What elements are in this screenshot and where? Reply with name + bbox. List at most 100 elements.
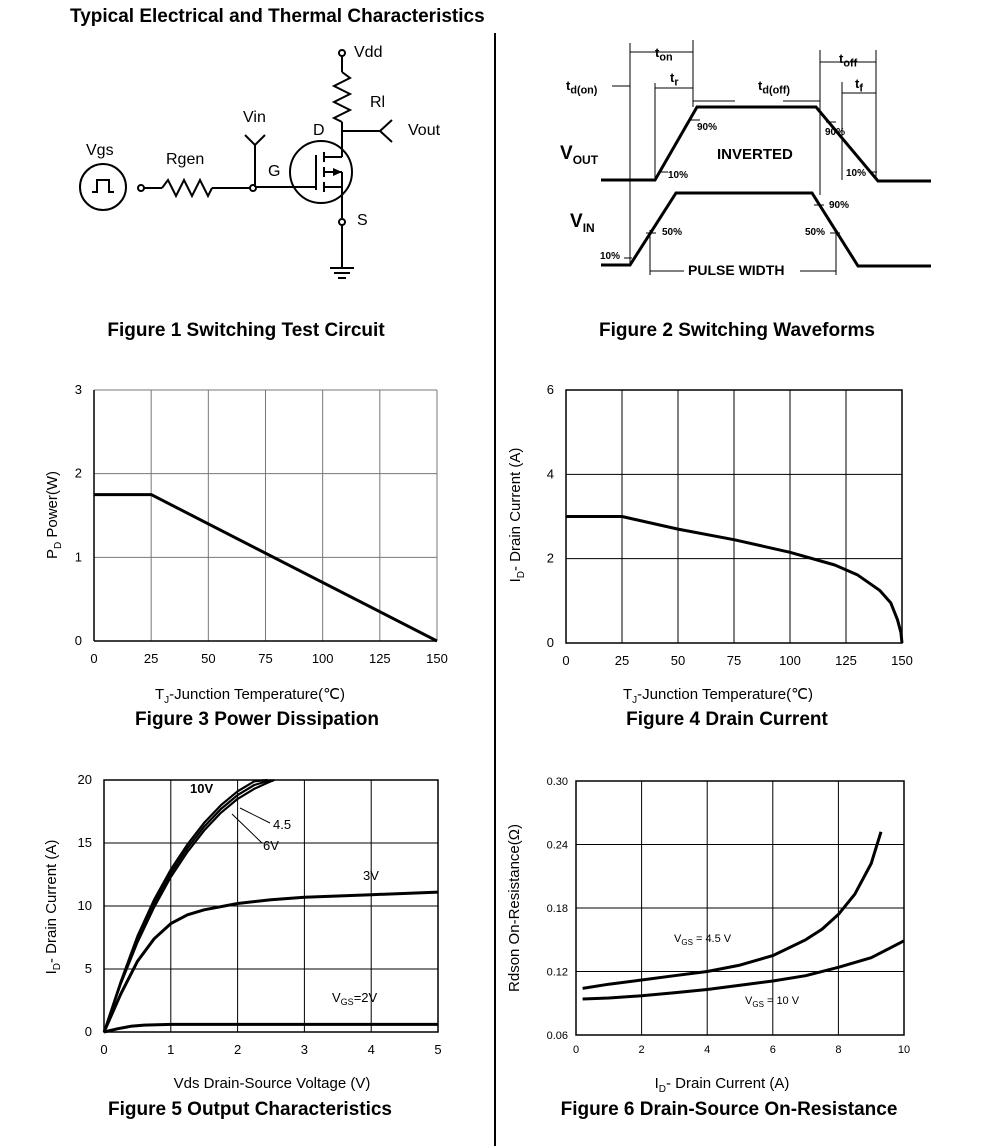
pct-50-rise: 50%	[662, 227, 683, 238]
fig5-series-line	[102, 890, 439, 1033]
fig5-series-line	[102, 778, 268, 1033]
fig5-series-line	[102, 778, 272, 1033]
fig3-xtick-label: 125	[369, 651, 391, 666]
vdd-label: Vdd	[354, 44, 383, 61]
pct-90-rise: 90%	[697, 122, 718, 133]
vin-wave-label: VIN	[570, 211, 595, 235]
tdoff-label: td(off)	[758, 78, 790, 97]
fig6-ytick-label: 0.24	[547, 840, 568, 852]
fig5-ylabel: ID- Drain Current (A)	[43, 840, 63, 975]
fig4-ytick-label: 6	[547, 382, 554, 397]
fig6-ytick-label: 0.06	[547, 1030, 568, 1042]
fig6-series-label: VGS = 10 V	[745, 995, 800, 1009]
drain-label: D	[313, 122, 325, 139]
fig3-xtick-label: 0	[90, 651, 97, 666]
fig5-xlabel: Vds Drain-Source Voltage (V)	[173, 1075, 371, 1092]
fig3-ytick-label: 2	[75, 466, 82, 481]
fig5-frame	[103, 779, 439, 1033]
fig3-xtick-label: 100	[312, 651, 334, 666]
fig5-ytick-label: 20	[78, 772, 92, 787]
fig4-caption: Figure 4 Drain Current	[626, 709, 828, 730]
fig5-xtick-label: 1	[167, 1042, 174, 1057]
fig4-xlabel: TJ-Junction Temperature(℃)	[623, 686, 813, 706]
fig5-xtick-label: 2	[234, 1042, 241, 1057]
fig5-series-line	[103, 1022, 438, 1034]
fig5-leader-line	[231, 813, 263, 844]
fig3-xtick-label: 150	[426, 651, 448, 666]
page-heading: Typical Electrical and Thermal Character…	[70, 6, 485, 27]
fig4-series-line	[566, 515, 904, 644]
fig6-xtick-label: 10	[898, 1044, 910, 1056]
pct-10-rise: 10%	[668, 170, 689, 181]
column-divider	[494, 33, 496, 1146]
fig5-series-line	[102, 778, 275, 1033]
fig6-xtick-label: 6	[770, 1044, 776, 1056]
fig3-xlabel: TJ-Junction Temperature(℃)	[155, 686, 345, 706]
fig6-xtick-label: 8	[835, 1044, 841, 1056]
fig6-series-line	[582, 831, 883, 990]
fig3-series-line	[94, 493, 438, 643]
fig4-xtick-label: 25	[615, 653, 629, 668]
fig4-xtick-label: 75	[727, 653, 741, 668]
fig3-ytick-label: 3	[75, 382, 82, 397]
fig4-xtick-label: 50	[671, 653, 685, 668]
pct-10-fall: 10%	[846, 168, 867, 179]
fig6-xtick-label: 2	[639, 1044, 645, 1056]
fig6-frame	[575, 780, 905, 1036]
vin-label: Vin	[243, 109, 266, 126]
fig3-ytick-label: 1	[75, 549, 82, 564]
vout-label: Vout	[408, 122, 441, 139]
fig4-ytick-label: 2	[547, 551, 554, 566]
fig5-series-label: 3V	[363, 868, 379, 883]
fig4-xtick-label: 100	[779, 653, 801, 668]
fig3-ytick-label: 0	[75, 633, 82, 648]
tf-label: tf	[855, 76, 863, 95]
toff-label: toff	[839, 51, 858, 70]
fig6-xlabel: ID- Drain Current (A)	[654, 1075, 790, 1095]
fig4-xtick-label: 125	[835, 653, 857, 668]
tr-label: tr	[670, 70, 679, 89]
fig4-ylabel: ID- Drain Current (A)	[507, 448, 527, 583]
fig6-ytick-label: 0.12	[547, 967, 568, 979]
vgs-label: Vgs	[86, 142, 114, 159]
fig3-ylabel: PD Power(W)	[44, 471, 64, 559]
fig5-series-label: VGS=2V	[332, 990, 378, 1007]
fig5-ytick-label: 5	[85, 961, 92, 976]
fig6-xtick-label: 0	[573, 1044, 579, 1056]
inverted-label: INVERTED	[717, 146, 793, 163]
source-label: S	[357, 212, 368, 229]
rl-label: Rl	[370, 94, 386, 111]
fig3-xtick-label: 50	[201, 651, 215, 666]
rgen-label: Rgen	[166, 151, 205, 168]
fig5-ytick-label: 0	[85, 1024, 92, 1039]
fig4-ytick-label: 0	[547, 635, 554, 650]
fig4-xtick-label: 150	[891, 653, 913, 668]
fig5-series-label: 6V	[263, 838, 279, 853]
fig6-series-line	[582, 939, 905, 1001]
ton-label: ton	[655, 45, 673, 64]
fig6-ylabel: Rdson On-Resistance(Ω)	[506, 824, 523, 992]
fig5-xtick-label: 4	[368, 1042, 375, 1057]
fig5-xtick-label: 0	[100, 1042, 107, 1057]
fig6-caption: Figure 6 Drain-Source On-Resistance	[560, 1099, 898, 1120]
pulse-width-label: PULSE WIDTH	[688, 262, 785, 278]
fig6-ytick-label: 0.30	[547, 776, 568, 788]
fig5-leader-line	[239, 807, 271, 824]
fig5-series-label: 4.5	[273, 817, 291, 832]
fig4-frame	[565, 389, 903, 644]
pct-10-vin: 10%	[600, 251, 621, 262]
fig6-ytick-label: 0.18	[547, 903, 568, 915]
vout-wave-label: VOUT	[560, 143, 599, 167]
fig6-xtick-label: 4	[704, 1044, 710, 1056]
fig5-ytick-label: 15	[78, 835, 92, 850]
fig5-ytick-label: 10	[78, 898, 92, 913]
fig5-caption: Figure 5 Output Characteristics	[107, 1099, 393, 1120]
fig3-caption: Figure 3 Power Dissipation	[135, 709, 379, 730]
figure2-caption: Figure 2 Switching Waveforms	[599, 320, 875, 341]
fig4-ytick-label: 4	[547, 466, 554, 481]
fig6-series-label: VGS = 4.5 V	[674, 933, 732, 947]
tdon-label: td(on)	[566, 78, 598, 97]
gate-label: G	[268, 163, 281, 180]
fig5-xtick-label: 3	[301, 1042, 308, 1057]
fig5-xtick-label: 5	[434, 1042, 441, 1057]
